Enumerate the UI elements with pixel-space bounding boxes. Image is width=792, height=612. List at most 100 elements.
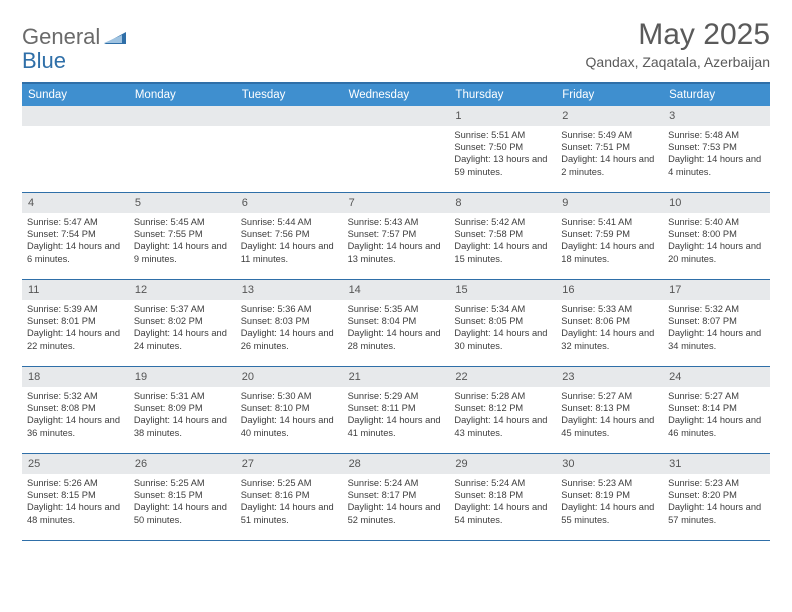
- day-number: 9: [556, 193, 663, 213]
- day-cell: 20Sunrise: 5:30 AMSunset: 8:10 PMDayligh…: [236, 367, 343, 453]
- day-number: 20: [236, 367, 343, 387]
- sunset-text: Sunset: 8:08 PM: [27, 402, 124, 414]
- sunrise-text: Sunrise: 5:42 AM: [454, 216, 551, 228]
- sunset-text: Sunset: 8:00 PM: [668, 228, 765, 240]
- sunset-text: Sunset: 7:59 PM: [561, 228, 658, 240]
- sunrise-text: Sunrise: 5:45 AM: [134, 216, 231, 228]
- day-number: 26: [129, 454, 236, 474]
- week-row: 11Sunrise: 5:39 AMSunset: 8:01 PMDayligh…: [22, 280, 770, 367]
- sunset-text: Sunset: 7:55 PM: [134, 228, 231, 240]
- daylight-text: Daylight: 14 hours and 48 minutes.: [27, 501, 124, 525]
- daylight-text: Daylight: 14 hours and 45 minutes.: [561, 414, 658, 438]
- daylight-text: Daylight: 14 hours and 34 minutes.: [668, 327, 765, 351]
- daylight-text: Daylight: 14 hours and 22 minutes.: [27, 327, 124, 351]
- day-cell: 30 Sunrise: 5:23 AMSunset: 8:19 PMDayligh…: [556, 454, 663, 540]
- day-cell: [343, 106, 450, 192]
- daylight-text: Daylight: 14 hours and 26 minutes.: [241, 327, 338, 351]
- sunrise-text: Sunrise: 5:29 AM: [348, 390, 445, 402]
- sunset-text: Sunset: 8:05 PM: [454, 315, 551, 327]
- day-cell: 27Sunrise: 5:25 AMSunset: 8:16 PMDayligh…: [236, 454, 343, 540]
- day-cell: 6Sunrise: 5:44 AMSunset: 7:56 PMDaylight…: [236, 193, 343, 279]
- sunrise-text: Sunrise: 5:40 AM: [668, 216, 765, 228]
- logo: General: [22, 18, 126, 50]
- day-cell: 22Sunrise: 5:28 AMSunset: 8:12 PMDayligh…: [449, 367, 556, 453]
- day-cell: 24Sunrise: 5:27 AMSunset: 8:14 PMDayligh…: [663, 367, 770, 453]
- day-number: 3: [663, 106, 770, 126]
- daylight-text: Daylight: 14 hours and 13 minutes.: [348, 240, 445, 264]
- sunrise-text: Sunrise: 5:26 AM: [27, 477, 124, 489]
- location-text: Qandax, Zaqatala, Azerbaijan: [586, 54, 770, 70]
- day-number: [236, 106, 343, 126]
- calendar-grid: Sunday Monday Tuesday Wednesday Thursday…: [22, 82, 770, 541]
- sunrise-text: Sunrise: 5:23 AM: [561, 477, 658, 489]
- daylight-text: Daylight: 14 hours and 43 minutes.: [454, 414, 551, 438]
- sunrise-text: Sunrise: 5:36 AM: [241, 303, 338, 315]
- sunset-text: Sunset: 8:12 PM: [454, 402, 551, 414]
- day-cell: 15Sunrise: 5:34 AMSunset: 8:05 PMDayligh…: [449, 280, 556, 366]
- sunrise-text: Sunrise: 5:31 AM: [134, 390, 231, 402]
- day-number: 25: [22, 454, 129, 474]
- daylight-text: Daylight: 14 hours and 55 minutes.: [561, 501, 658, 525]
- day-cell: 21Sunrise: 5:29 AMSunset: 8:11 PMDayligh…: [343, 367, 450, 453]
- day-cell: 7Sunrise: 5:43 AMSunset: 7:57 PMDaylight…: [343, 193, 450, 279]
- day-cell: 17Sunrise: 5:32 AMSunset: 8:07 PMDayligh…: [663, 280, 770, 366]
- day-number: 14: [343, 280, 450, 300]
- day-cell: 2Sunrise: 5:49 AMSunset: 7:51 PMDaylight…: [556, 106, 663, 192]
- daylight-text: Daylight: 14 hours and 52 minutes.: [348, 501, 445, 525]
- day-cell: [129, 106, 236, 192]
- title-block: May 2025 Qandax, Zaqatala, Azerbaijan: [586, 18, 770, 70]
- day-number: [22, 106, 129, 126]
- sunrise-text: Sunrise: 5:30 AM: [241, 390, 338, 402]
- day-cell: 19Sunrise: 5:31 AMSunset: 8:09 PMDayligh…: [129, 367, 236, 453]
- sunset-text: Sunset: 8:15 PM: [134, 489, 231, 501]
- sunrise-text: Sunrise: 5:44 AM: [241, 216, 338, 228]
- day-cell: 3Sunrise: 5:48 AMSunset: 7:53 PMDaylight…: [663, 106, 770, 192]
- sunrise-text: Sunrise: 5:35 AM: [348, 303, 445, 315]
- day-number: 15: [449, 280, 556, 300]
- daylight-text: Daylight: 14 hours and 20 minutes.: [668, 240, 765, 264]
- week-row: 25Sunrise: 5:26 AMSunset: 8:15 PMDayligh…: [22, 454, 770, 541]
- sunrise-text: Sunrise: 5:39 AM: [27, 303, 124, 315]
- day-cell: 23Sunrise: 5:27 AMSunset: 8:13 PMDayligh…: [556, 367, 663, 453]
- day-number: 11: [22, 280, 129, 300]
- day-cell: 18Sunrise: 5:32 AMSunset: 8:08 PMDayligh…: [22, 367, 129, 453]
- daylight-text: Daylight: 14 hours and 2 minutes.: [561, 153, 658, 177]
- sunset-text: Sunset: 8:10 PM: [241, 402, 338, 414]
- daylight-text: Daylight: 14 hours and 36 minutes.: [27, 414, 124, 438]
- dow-wednesday: Wednesday: [343, 84, 450, 106]
- day-cell: 31Sunrise: 5:23 AMSunset: 8:20 PMDayligh…: [663, 454, 770, 540]
- day-number: 22: [449, 367, 556, 387]
- daylight-text: Daylight: 14 hours and 41 minutes.: [348, 414, 445, 438]
- sunset-text: Sunset: 7:57 PM: [348, 228, 445, 240]
- daylight-text: Daylight: 14 hours and 6 minutes.: [27, 240, 124, 264]
- day-cell: 5Sunrise: 5:45 AMSunset: 7:55 PMDaylight…: [129, 193, 236, 279]
- day-number: 30: [556, 454, 663, 474]
- sunrise-text: Sunrise: 5:27 AM: [561, 390, 658, 402]
- day-cell: 4Sunrise: 5:47 AMSunset: 7:54 PMDaylight…: [22, 193, 129, 279]
- daylight-text: Daylight: 14 hours and 32 minutes.: [561, 327, 658, 351]
- sunrise-text: Sunrise: 5:27 AM: [668, 390, 765, 402]
- day-number: 7: [343, 193, 450, 213]
- dow-sunday: Sunday: [22, 84, 129, 106]
- day-number: 24: [663, 367, 770, 387]
- sunrise-text: Sunrise: 5:48 AM: [668, 129, 765, 141]
- sunset-text: Sunset: 8:19 PM: [561, 489, 658, 501]
- day-cell: 28Sunrise: 5:24 AMSunset: 8:17 PMDayligh…: [343, 454, 450, 540]
- week-row: 1Sunrise: 5:51 AMSunset: 7:50 PMDaylight…: [22, 106, 770, 193]
- day-cell: [236, 106, 343, 192]
- sunrise-text: Sunrise: 5:37 AM: [134, 303, 231, 315]
- week-row: 4Sunrise: 5:47 AMSunset: 7:54 PMDaylight…: [22, 193, 770, 280]
- day-cell: 14Sunrise: 5:35 AMSunset: 8:04 PMDayligh…: [343, 280, 450, 366]
- daylight-text: Daylight: 14 hours and 50 minutes.: [134, 501, 231, 525]
- sunset-text: Sunset: 8:09 PM: [134, 402, 231, 414]
- sunrise-text: Sunrise: 5:51 AM: [454, 129, 551, 141]
- day-number: 10: [663, 193, 770, 213]
- sunset-text: Sunset: 8:16 PM: [241, 489, 338, 501]
- daylight-text: Daylight: 14 hours and 18 minutes.: [561, 240, 658, 264]
- sunset-text: Sunset: 8:11 PM: [348, 402, 445, 414]
- weeks-container: 1Sunrise: 5:51 AMSunset: 7:50 PMDaylight…: [22, 106, 770, 541]
- sunrise-text: Sunrise: 5:24 AM: [348, 477, 445, 489]
- day-number: 19: [129, 367, 236, 387]
- day-number: 2: [556, 106, 663, 126]
- day-cell: [22, 106, 129, 192]
